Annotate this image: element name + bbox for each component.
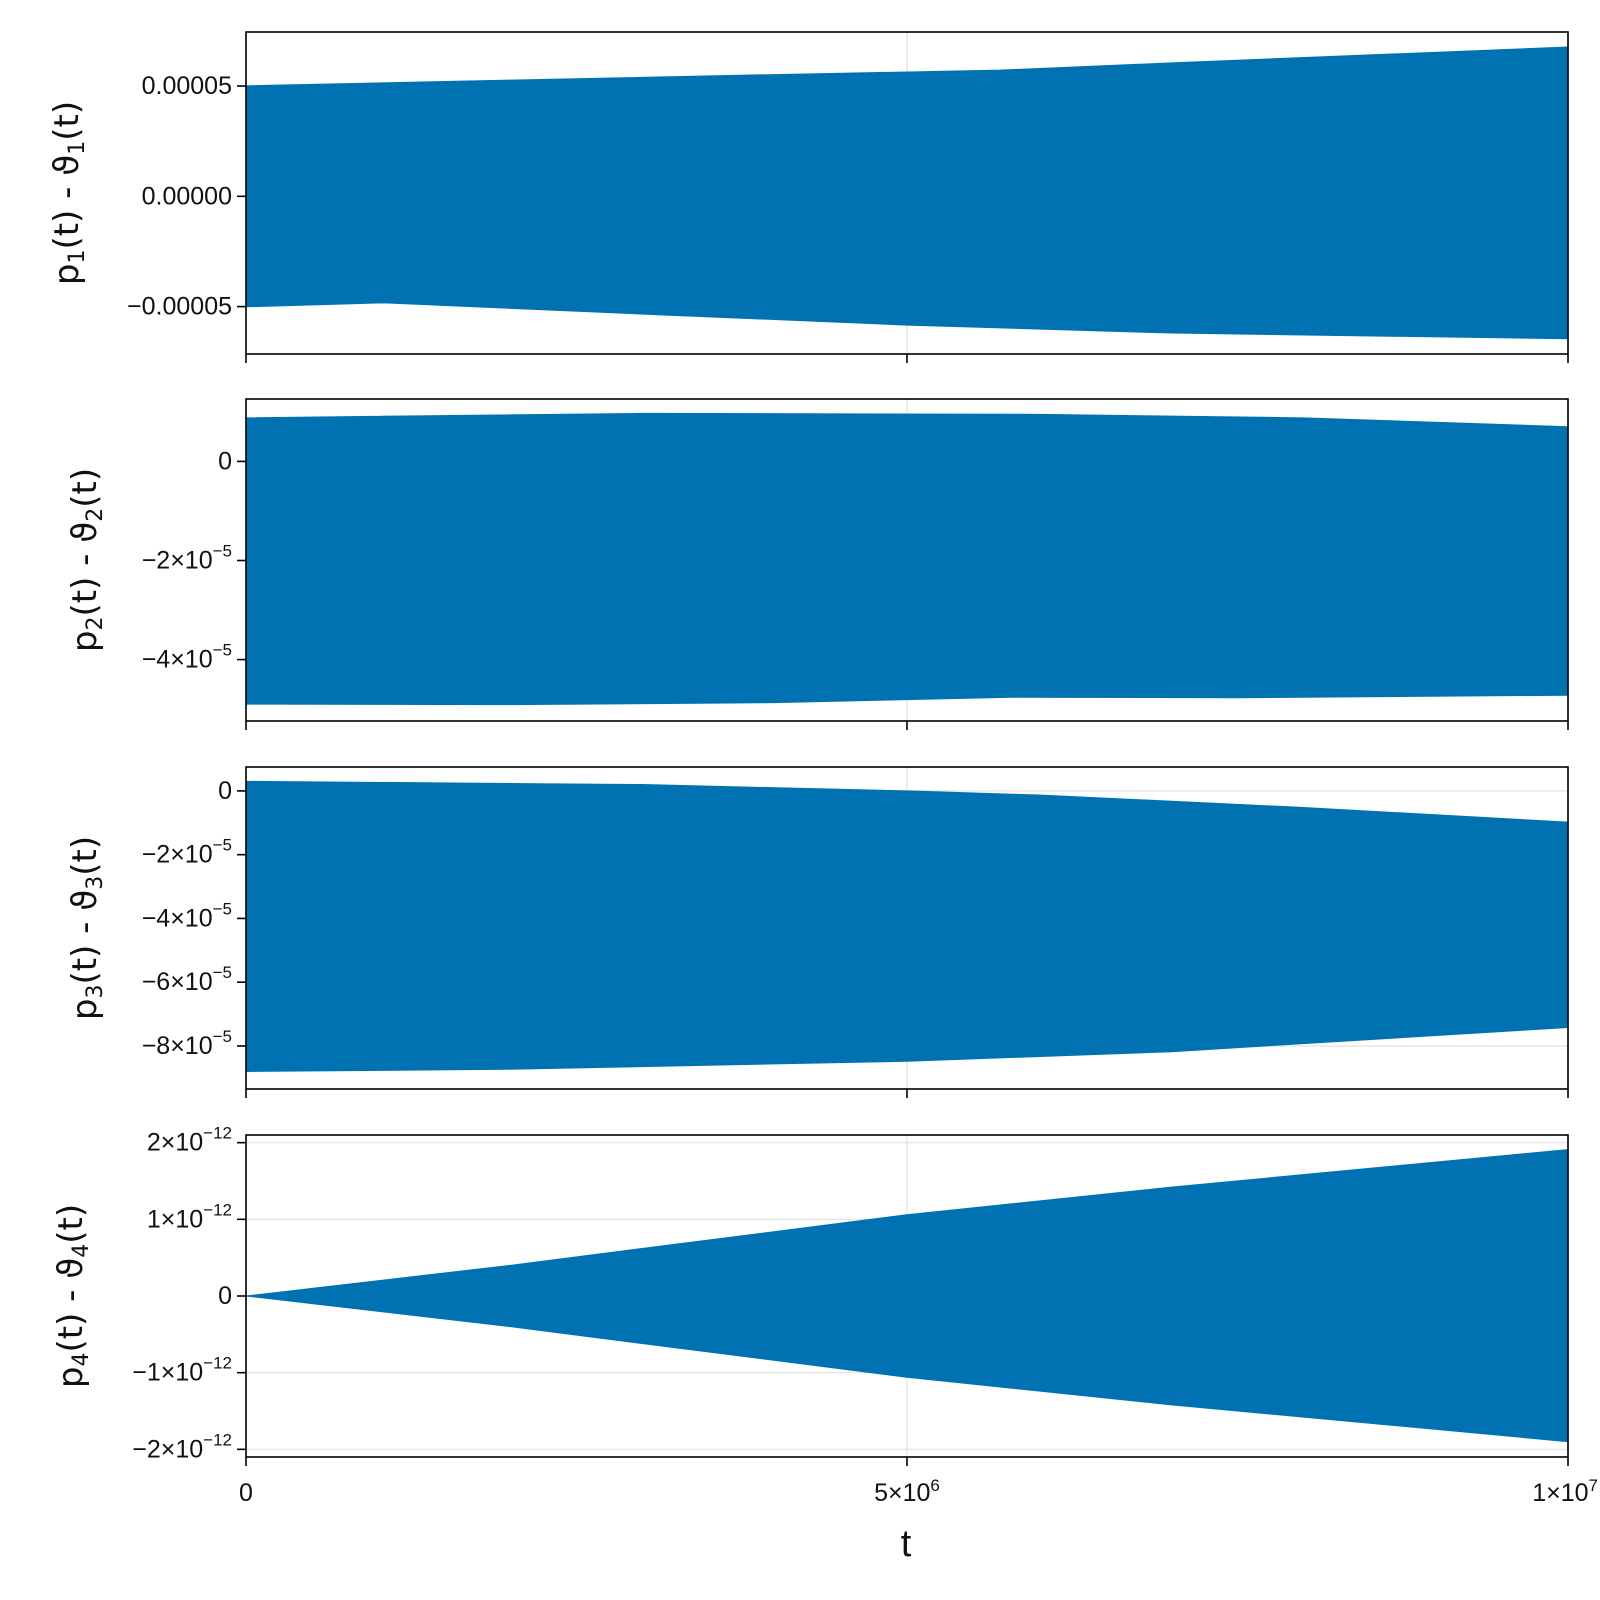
panel-3-series-band	[245, 780, 1569, 1072]
panel-2-y-tick-label-1: −2×10−5	[142, 541, 232, 575]
panel-3-y-tick-label-2: −4×10−5	[142, 899, 232, 933]
panel-4-y-tick-label-4: −2×10−12	[132, 1430, 232, 1464]
panel-4-y-axis-label: p4(t) - ϑ4(t)	[51, 1204, 94, 1388]
panel-1-y-axis-label: p1(t) - ϑ1(t)	[47, 101, 90, 285]
panel-4-y-tick-label-1: 1×10−12	[147, 1200, 232, 1234]
panel-4-y-tick-label-3: −1×10−12	[132, 1353, 232, 1387]
panel-4: 2×10−12 1×10−12 0 −1×10−12 −2×10−12 p4(t) - ϑ…	[51, 1123, 1569, 1466]
panel-4-y-tick-label-2: 0	[218, 1282, 232, 1310]
panel-2-y-axis-label: p2(t) - ϑ2(t)	[65, 468, 108, 652]
x-tick-label-2: 1×107	[1532, 1476, 1598, 1507]
x-tick-label-1: 5×106	[874, 1476, 940, 1507]
x-axis-label: t	[901, 1523, 912, 1565]
panel-3-y-tick-label-0: 0	[218, 777, 232, 805]
panel-1: 0.00005 0.00000 −0.00005 p1(t) - ϑ1(t)	[47, 31, 1569, 363]
panel-3-y-tick-label-4: −8×10−5	[142, 1026, 232, 1060]
panel-3-y-tick-label-1: −2×10−5	[142, 835, 232, 869]
panel-2-y-tick-label-2: −4×10−5	[142, 640, 232, 674]
panel-3-y-tick-label-3: −6×10−5	[142, 963, 232, 997]
panel-2-series-band	[245, 412, 1569, 706]
x-tick-label-0: 0	[239, 1479, 253, 1507]
panel-2-y-tick-label-0: 0	[218, 447, 232, 475]
panel-4-y-tick-label-0: 2×10−12	[147, 1123, 232, 1157]
panel-1-y-tick-label-1: 0.00000	[142, 182, 232, 210]
panel-3-y-axis-label: p3(t) - ϑ3(t)	[65, 836, 108, 1020]
panel-1-y-tick-label-2: −0.00005	[127, 293, 232, 321]
panel-1-y-tick-label-0: 0.00005	[142, 72, 232, 100]
panel-1-series-band	[245, 46, 1569, 340]
panel-3: 0 −2×10−5 −4×10−5 −6×10−5 −8×10−5 p3(t) - ϑ3(…	[65, 766, 1569, 1098]
panel-2: 0 −2×10−5 −4×10−5 p2(t) - ϑ2(t)	[65, 398, 1569, 730]
